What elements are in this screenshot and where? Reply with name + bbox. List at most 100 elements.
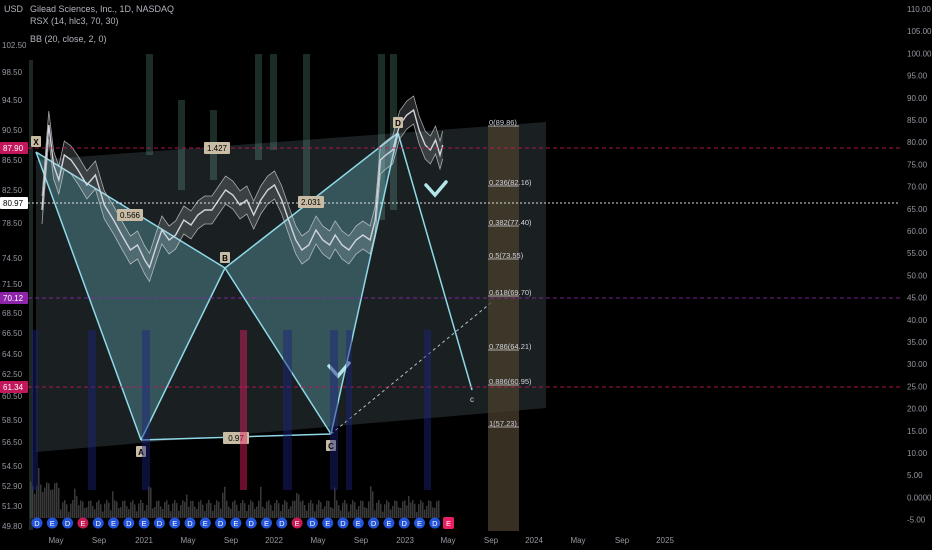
- volume-bar: [334, 487, 336, 518]
- volume-bar: [246, 510, 248, 518]
- right-axis-tick: -5.00: [907, 516, 926, 525]
- volume-bar: [38, 468, 40, 518]
- volume-bar: [360, 500, 362, 518]
- volume-bar: [378, 500, 380, 518]
- volume-bar: [306, 510, 308, 518]
- time-axis-tick: Sep: [484, 536, 499, 545]
- price-badge: [0, 292, 28, 304]
- right-axis-tick: 55.00: [907, 249, 928, 258]
- time-axis-tick: 2023: [396, 536, 414, 545]
- left-price-axis[interactable]: 102.50 98.50 94.50 90.50 86.50 82.50 78.50 74.5…: [0, 41, 28, 531]
- left-axis-tick: 68.50: [2, 309, 23, 318]
- left-axis-tick: 60.50: [2, 392, 23, 401]
- volume-bar: [418, 504, 420, 518]
- volume-bar: [264, 508, 266, 518]
- earnings-dividend-letter: E: [356, 519, 361, 528]
- left-axis-tick: 52.90: [2, 482, 23, 491]
- left-axis-tick: 86.50: [2, 156, 23, 165]
- volume-bar: [46, 482, 48, 518]
- price-badge-label: 87.90: [3, 144, 24, 153]
- volume-bar: [172, 503, 174, 518]
- ratio-label: 0.566: [120, 211, 141, 220]
- volume-bar: [272, 510, 274, 518]
- symbol-title[interactable]: Gilead Sciences, Inc., 1D, NASDAQ: [30, 4, 175, 14]
- volume-bar: [278, 503, 280, 518]
- volume-bar: [66, 504, 68, 518]
- pattern-leg: [397, 132, 473, 391]
- left-axis-tick: 62.50: [2, 370, 23, 379]
- right-price-axis[interactable]: 110.00 105.00 100.00 95.00 90.00 85.00 80.00 75…: [907, 5, 932, 525]
- volume-bar: [202, 504, 204, 518]
- volume-bar: [362, 501, 364, 518]
- earnings-dividend-letter: D: [126, 519, 132, 528]
- volume-bar: [384, 504, 386, 518]
- volume-bar: [380, 503, 382, 518]
- pattern-leg: [224, 267, 332, 435]
- earnings-dividend-letter: D: [248, 519, 254, 528]
- pattern-point-badge: [393, 117, 403, 128]
- earnings-dividend-letter: E: [50, 519, 55, 528]
- right-axis-tick: 20.00: [907, 405, 928, 414]
- volume-bar: [228, 506, 230, 518]
- volume-bar: [358, 506, 360, 518]
- pattern-point-badge: [31, 136, 41, 147]
- fib-level-label: 0.236(82.16): [489, 178, 532, 187]
- rsx-zone: [178, 100, 185, 190]
- earnings-dividend-letter: D: [371, 519, 377, 528]
- earnings-dividend-letter: E: [417, 519, 422, 528]
- rsx-indicator-label[interactable]: RSX (14, hlc3, 70, 30): [30, 16, 119, 26]
- fib-level-label: 1(57.23): [489, 419, 517, 428]
- projection-line: [330, 301, 493, 435]
- volume-bar: [56, 482, 58, 518]
- volume-bar: [342, 502, 344, 518]
- price-line: [41, 108, 444, 270]
- bollinger-bands: [41, 95, 444, 283]
- rsx-zone: [29, 60, 33, 530]
- currency-label: USD: [4, 4, 24, 14]
- volume-bar: [146, 505, 148, 518]
- earnings-band: [330, 330, 338, 490]
- time-axis[interactable]: May Sep 2021 May Sep 2022 May Sep 2023 May Sep 2024…: [48, 536, 674, 545]
- volume-bar: [344, 500, 346, 518]
- earnings-dividend-marker: [92, 517, 104, 529]
- volume-bar: [320, 502, 322, 518]
- volume-bar: [148, 486, 150, 518]
- volume-bar: [314, 511, 316, 518]
- earnings-dividend-letter: D: [340, 519, 346, 528]
- volume-bar: [120, 507, 122, 518]
- volume-bar: [394, 500, 396, 518]
- volume-bar: [108, 502, 110, 518]
- xab-triangle: [36, 152, 225, 440]
- volume-bar: [292, 500, 294, 518]
- left-axis-tick: 71.50: [2, 280, 23, 289]
- volume-bar: [200, 500, 202, 518]
- volume-bar: [310, 500, 312, 518]
- volume-bar: [130, 502, 132, 518]
- right-axis-tick: 65.00: [907, 205, 928, 214]
- volume-bar: [204, 511, 206, 518]
- volume-bar: [318, 500, 320, 518]
- volume-bar: [216, 500, 218, 518]
- earnings-dividend-marker: [306, 517, 318, 529]
- earnings-dividend-marker: [153, 517, 165, 529]
- volume-bar: [224, 486, 226, 518]
- volume-bar: [52, 489, 54, 518]
- earnings-dividend-marker: [46, 517, 58, 529]
- volume-bar: [64, 500, 66, 518]
- volume-bar: [42, 491, 44, 518]
- volume-bar: [182, 500, 184, 518]
- fib-level-label: 0.382(77.40): [489, 218, 532, 227]
- volume-bar: [348, 511, 350, 518]
- volume-bar: [390, 509, 392, 518]
- earnings-dividend-marker: [31, 517, 43, 529]
- earnings-dividend-letter: D: [187, 519, 193, 528]
- earnings-dividend-letter: E: [111, 519, 116, 528]
- volume-bar: [90, 500, 92, 518]
- volume-bar: [110, 510, 112, 518]
- volume-bar: [40, 484, 42, 518]
- volume-bar: [414, 503, 416, 518]
- volume-bar: [154, 506, 156, 518]
- volume-bar: [262, 506, 264, 518]
- bb-indicator-label[interactable]: BB (20, close, 2, 0): [30, 34, 107, 44]
